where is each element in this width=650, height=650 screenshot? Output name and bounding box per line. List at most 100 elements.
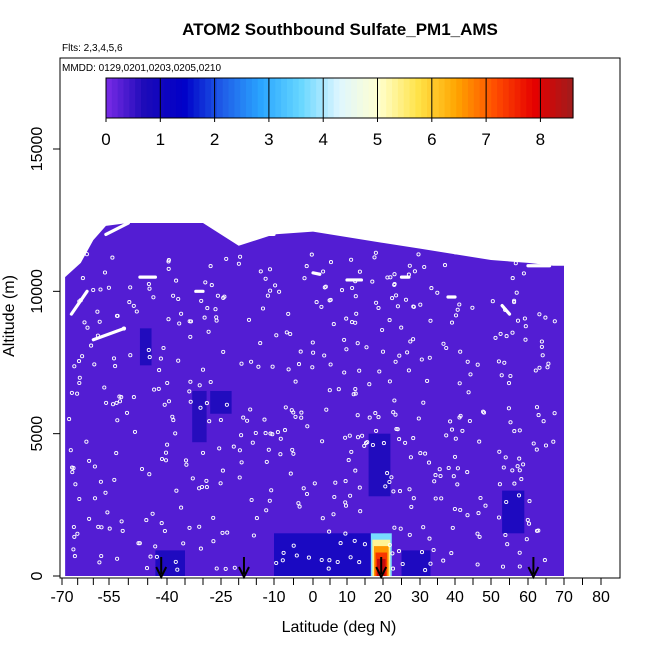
sample-point (270, 364, 275, 369)
sample-point (476, 511, 481, 516)
sample-point (432, 479, 437, 484)
sample-point (176, 358, 181, 363)
sample-point (236, 261, 241, 266)
sample-point (146, 281, 151, 287)
sample-point (504, 499, 509, 505)
colorbar-cell (467, 78, 475, 118)
sample-point (490, 299, 495, 304)
sample-point (377, 369, 382, 374)
colorbar-cell (170, 78, 177, 118)
sample-point (128, 353, 133, 358)
sample-point (517, 456, 522, 461)
sample-point (208, 264, 213, 269)
colorbar-cell (561, 78, 568, 118)
sample-point (444, 433, 449, 438)
sample-point (251, 533, 256, 538)
sample-point (67, 417, 72, 422)
sample-point (549, 260, 554, 265)
sample-point (205, 306, 210, 311)
sample-point (431, 547, 436, 553)
sample-point (215, 293, 220, 298)
colorbar-cell (421, 78, 428, 118)
sample-point (405, 350, 410, 355)
sample-point (115, 418, 120, 423)
sample-point (496, 359, 501, 364)
sample-point (187, 525, 192, 530)
sample-point (453, 250, 458, 255)
sample-point (95, 309, 100, 314)
sample-point (203, 280, 208, 285)
sample-point (481, 410, 487, 415)
sample-point (220, 530, 225, 535)
sample-point (120, 528, 125, 533)
x-tick-label: -70 (50, 589, 73, 606)
sample-point (70, 470, 75, 475)
sample-point (348, 555, 353, 560)
colorbar-cell (462, 78, 469, 118)
sample-point (119, 395, 124, 400)
sample-point (198, 405, 203, 410)
colorbar-cell (351, 78, 358, 118)
sample-point (322, 353, 327, 358)
sample-point (387, 542, 392, 548)
colorbar-cell (479, 78, 487, 118)
sample-point (214, 566, 219, 571)
sample-point (280, 558, 285, 563)
sample-point (392, 272, 397, 277)
sample-point (441, 558, 446, 563)
y-tick-label: 5000 (29, 416, 46, 452)
sample-point (458, 507, 463, 513)
sample-point (393, 412, 398, 417)
sample-point (427, 355, 432, 360)
sample-point (395, 304, 400, 309)
sample-point (153, 544, 158, 549)
sample-point (333, 480, 338, 485)
sample-point (102, 385, 107, 390)
sample-point (355, 435, 361, 440)
sample-point (517, 564, 522, 569)
sample-point (339, 288, 345, 293)
sample-point (426, 460, 432, 465)
colorbar-cell (310, 78, 317, 118)
sample-point (278, 452, 283, 457)
sample-point (147, 472, 152, 477)
sample-point (534, 405, 540, 410)
sample-point (458, 413, 463, 418)
colorbar-cell (135, 78, 142, 118)
sample-point (442, 263, 448, 268)
flight-track-segment (311, 271, 322, 276)
sample-point (128, 285, 133, 290)
sample-point (391, 410, 396, 415)
x-tick-label: -55 (97, 589, 120, 606)
sample-point (157, 368, 162, 373)
arrow-markers (155, 557, 540, 580)
sample-point (517, 428, 522, 433)
sample-point (525, 517, 530, 523)
sample-point (190, 476, 195, 481)
sample-point (373, 250, 378, 255)
sample-point (390, 566, 396, 571)
sample-point (148, 554, 153, 559)
sample-point (400, 561, 405, 567)
sample-point (449, 427, 455, 432)
sample-point (500, 564, 506, 569)
colorbar-cell (304, 78, 311, 118)
sample-point (537, 312, 542, 317)
sample-point (353, 294, 358, 299)
sample-point (523, 324, 528, 329)
flight-track-segment (500, 303, 512, 316)
colorbar-cell (152, 78, 160, 118)
x-tick-label: 20 (374, 589, 392, 606)
sample-point (327, 558, 332, 563)
sample-point (270, 432, 275, 437)
sample-point (298, 349, 303, 354)
x-tick-label: -10 (262, 589, 285, 606)
sample-point (89, 343, 94, 348)
sample-point (288, 471, 293, 476)
sample-point (294, 553, 299, 558)
sample-point (248, 407, 253, 412)
colorbar-cell (386, 78, 393, 118)
colorbar-cell (111, 78, 119, 118)
colorbar-cell (555, 78, 562, 118)
sample-point (204, 401, 209, 406)
